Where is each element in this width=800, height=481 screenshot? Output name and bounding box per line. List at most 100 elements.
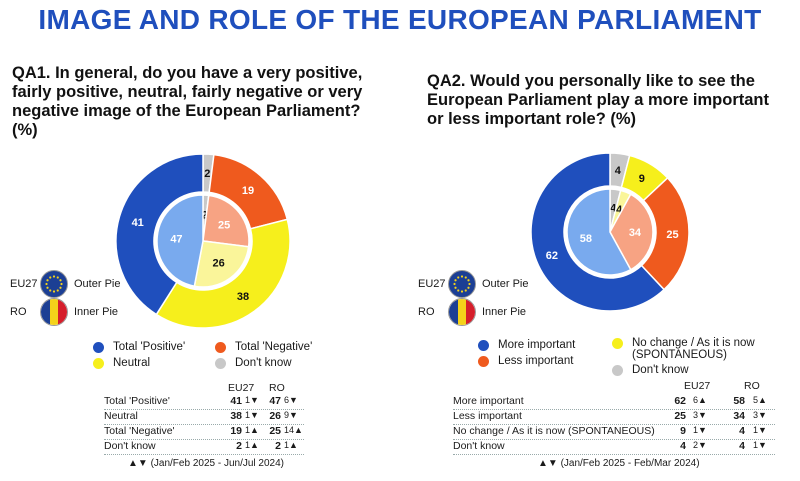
row-label: Total 'Negative' [104, 425, 175, 437]
legend-label: Don't know [235, 357, 292, 369]
eu-star [59, 279, 62, 282]
ring-gap [564, 186, 656, 278]
eu-star [52, 275, 56, 278]
eu-star [60, 282, 63, 286]
eu-star [460, 275, 464, 278]
eu-value: 41 [230, 395, 242, 407]
eu-change: 1▲ [245, 425, 259, 435]
eu-change: 2▼ [693, 440, 707, 450]
table2-note: ▲▼ (Jan/Feb 2025 - Feb/Mar 2024) [538, 458, 700, 469]
eu-star [49, 276, 52, 279]
outer-slice-neutral [155, 218, 291, 329]
eu-value: 62 [674, 395, 686, 407]
ro-change: 5▲ [753, 395, 767, 405]
qa1-question: QA1. In general, do you have a very posi… [12, 64, 363, 139]
legend-label: Don't know [632, 364, 689, 376]
romania-flag-icon [448, 298, 476, 326]
pie-key-eu-label: Outer Pie [74, 278, 121, 290]
inner-data-label: 4 [610, 202, 617, 214]
pie-key-ro-label: Inner Pie [482, 306, 527, 318]
pie-key-eu-code: EU27 [10, 278, 38, 290]
table-row: Don't know 4 2▼ 4 1▼ [453, 440, 775, 455]
legend-swatch [612, 365, 623, 376]
ro-change: 14▲ [284, 425, 303, 435]
legend-item: Total 'Positive' [93, 341, 185, 353]
eu-flag-icon [448, 270, 476, 298]
legend-swatch [93, 358, 104, 369]
legend-item: No change / As it is now (SPONTANEOUS) [612, 337, 782, 361]
table1-col-eu27: EU27 [228, 382, 255, 394]
romania-flag-icon [40, 298, 68, 326]
row-label: Don't know [104, 440, 156, 452]
ro-value: 26 [269, 410, 281, 422]
inner-data-label: 2 [202, 209, 208, 221]
pie-key-eu27: EU27 Outer Pie [10, 270, 120, 298]
eu-flag-icon [40, 270, 68, 298]
qa1-donut-chart: 2 19 38 41 2 25 26 47 [115, 153, 291, 329]
ro-value: 47 [269, 395, 281, 407]
table-row: No change / As it is now (SPONTANEOUS) 9… [453, 425, 775, 440]
pie-key-ro-code: RO [10, 306, 27, 318]
inner-data-label: 47 [170, 233, 182, 245]
eu-star [49, 289, 52, 292]
pie-key-eu-code: EU27 [418, 278, 446, 290]
inner-data-label: 58 [580, 233, 592, 245]
outer-data-label: 41 [132, 217, 144, 229]
ro-value: 2 [275, 440, 281, 452]
ro-change: 1▲ [284, 440, 298, 450]
eu-star [460, 290, 464, 293]
eu-value: 4 [680, 440, 686, 452]
ro-value: 4 [739, 440, 745, 452]
legend-item: More important [478, 339, 575, 351]
eu-star [467, 279, 470, 282]
legend-swatch [215, 342, 226, 353]
table-row: Less important 25 3▼ 34 3▼ [453, 410, 775, 425]
row-label: Total 'Positive' [104, 395, 170, 407]
eu-change: 6▲ [693, 395, 707, 405]
outer-data-label: 25 [666, 229, 678, 241]
eu-change: 1▼ [245, 395, 259, 405]
eu-change: 1▼ [693, 425, 707, 435]
legend-swatch [478, 340, 489, 351]
eu-star [468, 282, 471, 286]
table2-col-ro: RO [744, 380, 760, 392]
legend-swatch [478, 356, 489, 367]
legend-label: Neutral [113, 357, 151, 369]
table-row: Total 'Negative' 19 1▲ 25 14▲ [104, 425, 304, 440]
legend-label: Total 'Positive' [113, 341, 186, 353]
legend-swatch [612, 338, 623, 349]
eu-star [52, 290, 56, 293]
inner-data-label: 26 [213, 258, 225, 270]
row-label: More important [453, 395, 524, 407]
legend-label: More important [498, 339, 576, 351]
ro-change: 1▼ [753, 440, 767, 450]
outer-data-label: 9 [639, 173, 645, 185]
eu-star [453, 282, 456, 286]
eu-star [56, 276, 59, 279]
ro-change: 9▼ [284, 410, 298, 420]
row-label: Don't know [453, 440, 505, 452]
table2-col-eu27: EU27 [684, 380, 711, 392]
ro-change: 6▼ [284, 395, 298, 405]
row-label: No change / As it is now (SPONTANEOUS) [453, 425, 655, 437]
ro-value: 34 [733, 410, 745, 422]
ro-change: 3▼ [753, 410, 767, 420]
eu-star [46, 286, 49, 289]
eu-value: 38 [230, 410, 242, 422]
legend-swatch [215, 358, 226, 369]
pie-key-ro-label: Inner Pie [74, 306, 119, 318]
outer-data-label: 38 [237, 291, 249, 303]
table-row: Don't know 2 1▲ 2 1▲ [104, 440, 304, 455]
eu-star [457, 276, 460, 279]
legend-item: Neutral [93, 357, 150, 369]
inner-slice-more-important [566, 188, 632, 276]
pie-key-eu-label: Outer Pie [482, 278, 529, 290]
eu-value: 9 [680, 425, 686, 437]
eu-star [56, 289, 59, 292]
inner-data-label: 25 [218, 220, 230, 232]
legend-item: Don't know [612, 364, 689, 376]
page-title: IMAGE AND ROLE OF THE EUROPEAN PARLIAMEN… [38, 4, 762, 35]
legend-item: Total 'Negative' [215, 341, 312, 353]
ro-value: 25 [269, 425, 281, 437]
